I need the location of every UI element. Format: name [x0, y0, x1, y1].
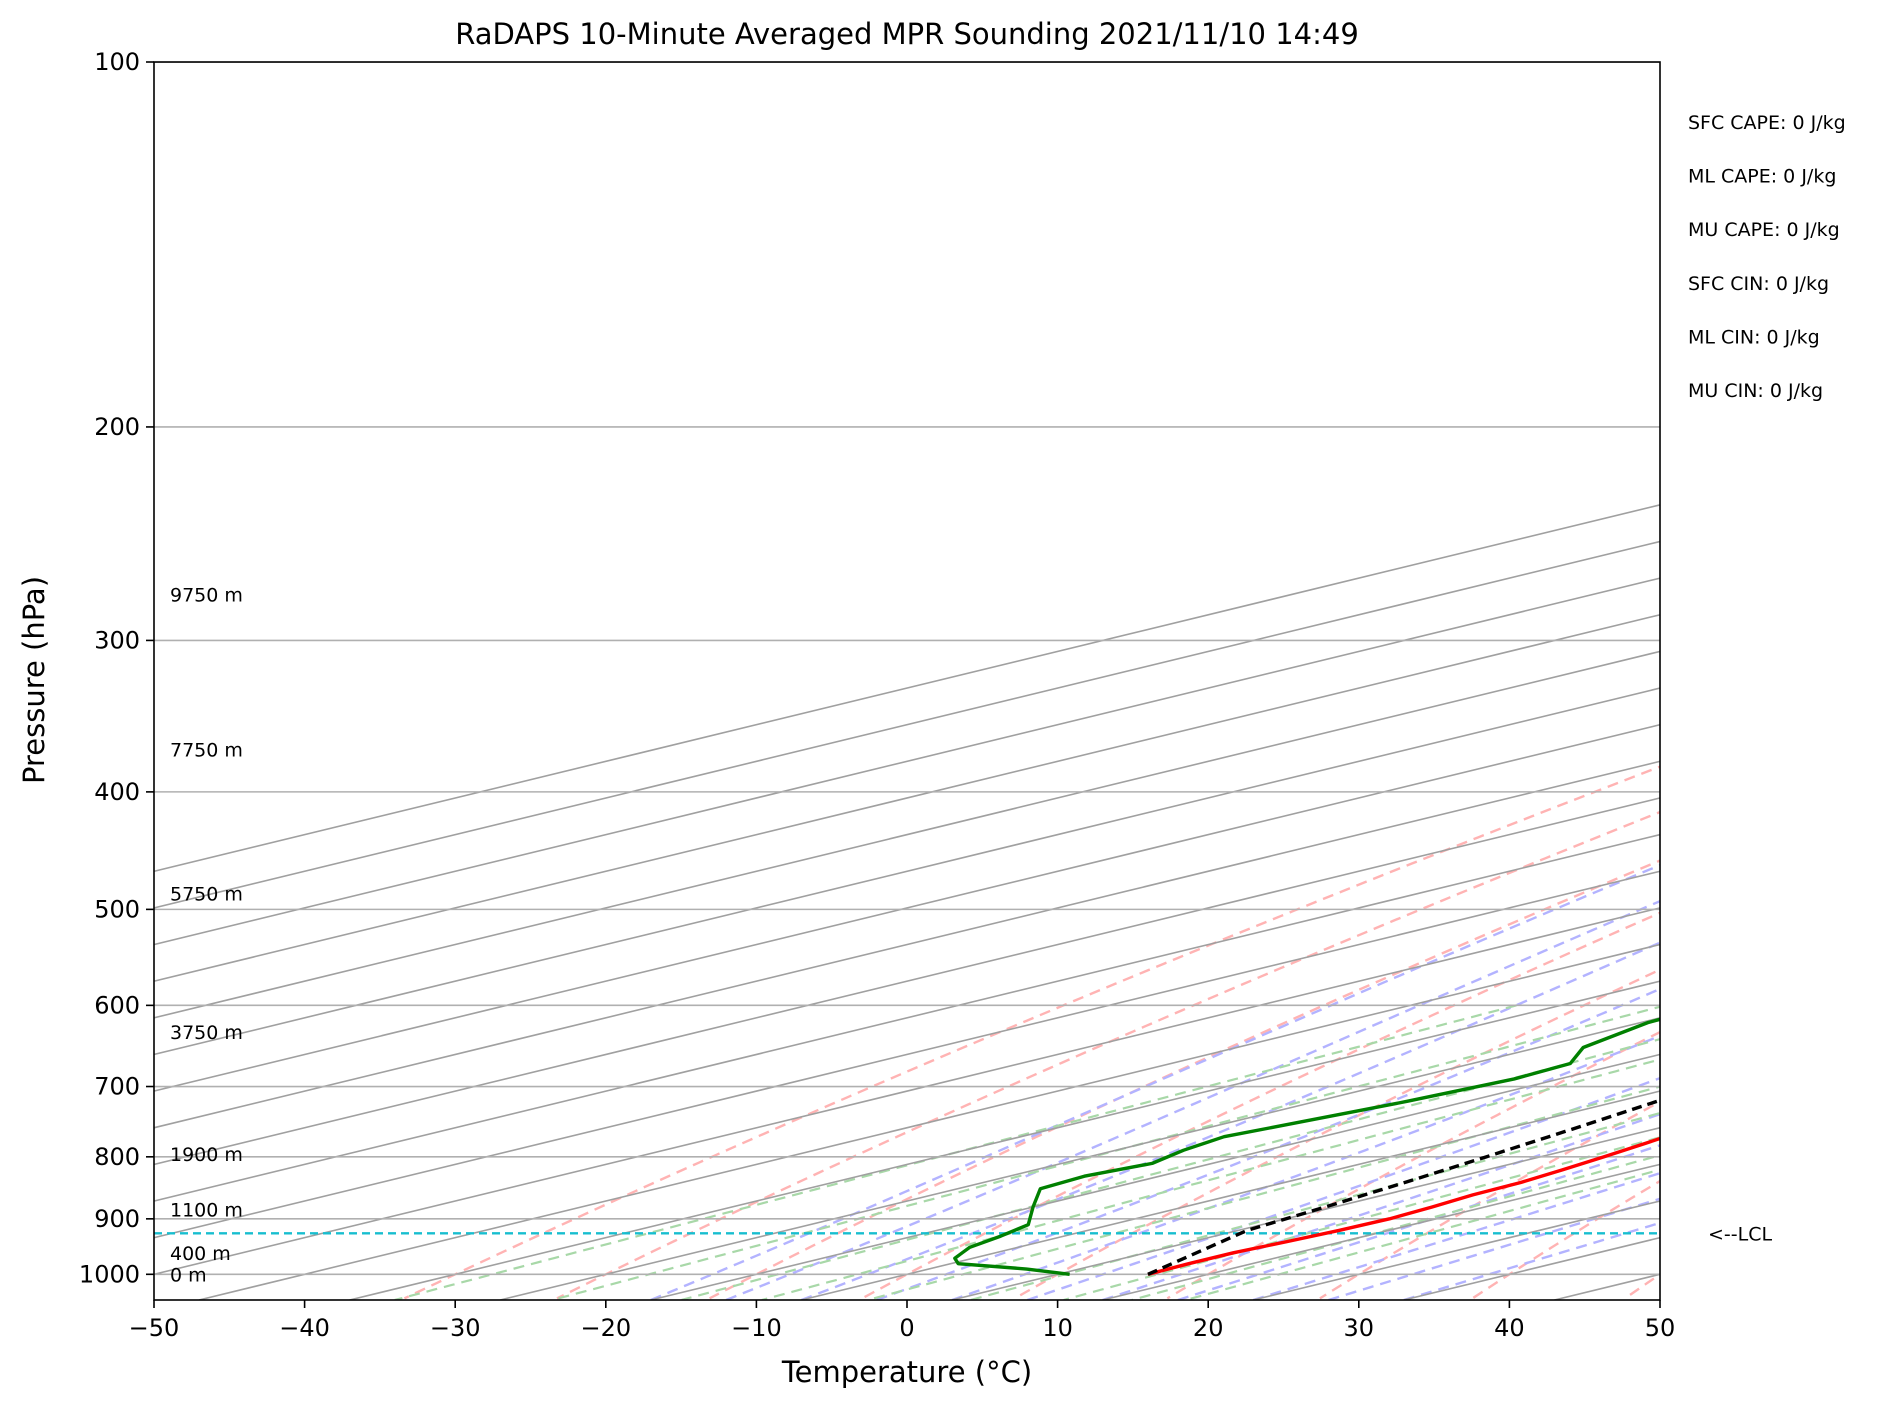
moist-adiabat	[1328, 1197, 1660, 1300]
y-tick-label: 600	[94, 991, 140, 1019]
y-tick-label: 900	[94, 1205, 140, 1233]
isotherm	[154, 723, 1660, 1092]
isotherm	[154, 613, 1660, 983]
x-tick-label: 10	[1042, 1314, 1073, 1342]
mixing-ratio-line	[1131, 1154, 1660, 1300]
x-axis-label: Temperature (°C)	[781, 1355, 1032, 1389]
mixing-ratio-line	[394, 1004, 1517, 1300]
isotherm	[154, 577, 1660, 946]
dry-adiabat	[1471, 1179, 1660, 1300]
index-label: MU CIN: 0 J/kg	[1688, 380, 1823, 402]
y-tick-label: 500	[94, 895, 140, 923]
dry-adiabat	[1014, 968, 1660, 1300]
height-labels: 9750 m 7750 m 5750 m 3750 m 1900 m 1100 m 400 …	[170, 585, 243, 1287]
x-tick-label: −40	[279, 1314, 330, 1342]
dry-adiabat	[1166, 1030, 1660, 1300]
stability-indices: SFC CAPE: 0 J/kg ML CAPE: 0 J/kg MU CAPE: …	[1688, 112, 1846, 402]
isotherm	[154, 504, 1660, 873]
x-tick-label: −20	[580, 1314, 631, 1342]
height-label: 1100 m	[170, 1199, 243, 1221]
axes-frame	[153, 61, 1661, 1301]
moist-adiabat	[1177, 1144, 1660, 1300]
isotherm	[1102, 1163, 1660, 1300]
isotherm	[1554, 1273, 1660, 1300]
isotherm	[801, 1090, 1660, 1300]
height-label: 0 m	[170, 1264, 207, 1286]
height-label: 3750 m	[170, 1022, 243, 1044]
index-label: SFC CIN: 0 J/kg	[1688, 273, 1829, 295]
isotherm	[154, 687, 1660, 1056]
index-label: MU CAPE: 0 J/kg	[1688, 219, 1840, 241]
moist-adiabat	[1403, 1221, 1660, 1300]
y-tick-label: 300	[94, 626, 140, 654]
x-tick-label: −50	[129, 1314, 180, 1342]
plot-border	[153, 61, 1661, 1301]
dry-adiabat	[403, 765, 1660, 1300]
isotherm	[154, 870, 1660, 1239]
x-tick-label: 0	[899, 1314, 914, 1342]
temperature-line	[1147, 1136, 1660, 1276]
y-tick-label: 100	[94, 48, 140, 76]
parcel-line	[1147, 1098, 1660, 1276]
x-tick-label: 20	[1193, 1314, 1224, 1342]
x-axis: −50 −40 −30 −20 −10 0 10 20 30 40 50	[129, 1300, 1676, 1342]
isotherm	[154, 540, 1660, 909]
dry-adiabat	[709, 859, 1660, 1300]
moist-adiabat	[876, 987, 1660, 1300]
x-tick-label: 30	[1344, 1314, 1375, 1342]
isotherm	[500, 1017, 1660, 1300]
isotherm	[349, 980, 1660, 1300]
moist-adiabat	[725, 899, 1660, 1300]
isotherm	[650, 1053, 1660, 1300]
dewpoint-line	[953, 1017, 1660, 1276]
height-label: 400 m	[170, 1243, 231, 1265]
y-axis-label: Pressure (hPa)	[17, 576, 51, 784]
dry-adiabat	[861, 911, 1660, 1300]
index-label: ML CAPE: 0 J/kg	[1688, 166, 1836, 188]
isotherm	[198, 943, 1660, 1300]
dry-adiabat	[1319, 1100, 1660, 1300]
moist-adiabat	[1102, 1112, 1660, 1300]
dry-adiabat	[1624, 1272, 1660, 1300]
dry-adiabat	[556, 810, 1660, 1300]
index-label: SFC CAPE: 0 J/kg	[1688, 112, 1846, 134]
isotherm	[154, 760, 1660, 1129]
y-tick-label: 400	[94, 778, 140, 806]
isotherm	[154, 833, 1660, 1202]
height-label: 5750 m	[170, 883, 243, 905]
mixing-ratio-line	[867, 1085, 1660, 1300]
mixing-ratio-line	[551, 1005, 1660, 1300]
moist-adiabat	[1026, 1076, 1660, 1300]
isotherm	[154, 797, 1660, 1166]
y-tick-label: 200	[94, 413, 140, 441]
moist-adiabat	[951, 1034, 1660, 1300]
height-label: 7750 m	[170, 739, 243, 761]
y-axis: 100 200 300 400 500 600 700 800 900 1000	[79, 48, 154, 1288]
x-tick-label: 50	[1645, 1314, 1676, 1342]
plot-area	[154, 62, 1882, 1300]
isotherm	[154, 650, 1660, 1019]
height-label: 1900 m	[170, 1144, 243, 1166]
x-tick-label: 40	[1494, 1314, 1525, 1342]
moist-adiabat	[650, 863, 1660, 1300]
isotherm	[1403, 1236, 1660, 1300]
y-tick-label: 700	[94, 1073, 140, 1101]
index-label: ML CIN: 0 J/kg	[1688, 326, 1820, 348]
x-tick-label: −30	[430, 1314, 481, 1342]
chart-title: RaDAPS 10-Minute Averaged MPR Sounding 2…	[455, 17, 1359, 51]
y-tick-label: 1000	[79, 1260, 140, 1288]
y-tick-label: 800	[94, 1143, 140, 1171]
height-label: 9750 m	[170, 585, 243, 607]
dry-adiabat	[1778, 62, 1882, 1298]
mixing-ratio-line	[1185, 1168, 1660, 1300]
moist-adiabat	[800, 941, 1660, 1300]
x-tick-label: −10	[731, 1314, 782, 1342]
lcl-label: <--LCL	[1708, 1223, 1772, 1245]
mixing-ratio-line	[761, 1058, 1660, 1300]
isotherm	[154, 907, 1660, 1276]
